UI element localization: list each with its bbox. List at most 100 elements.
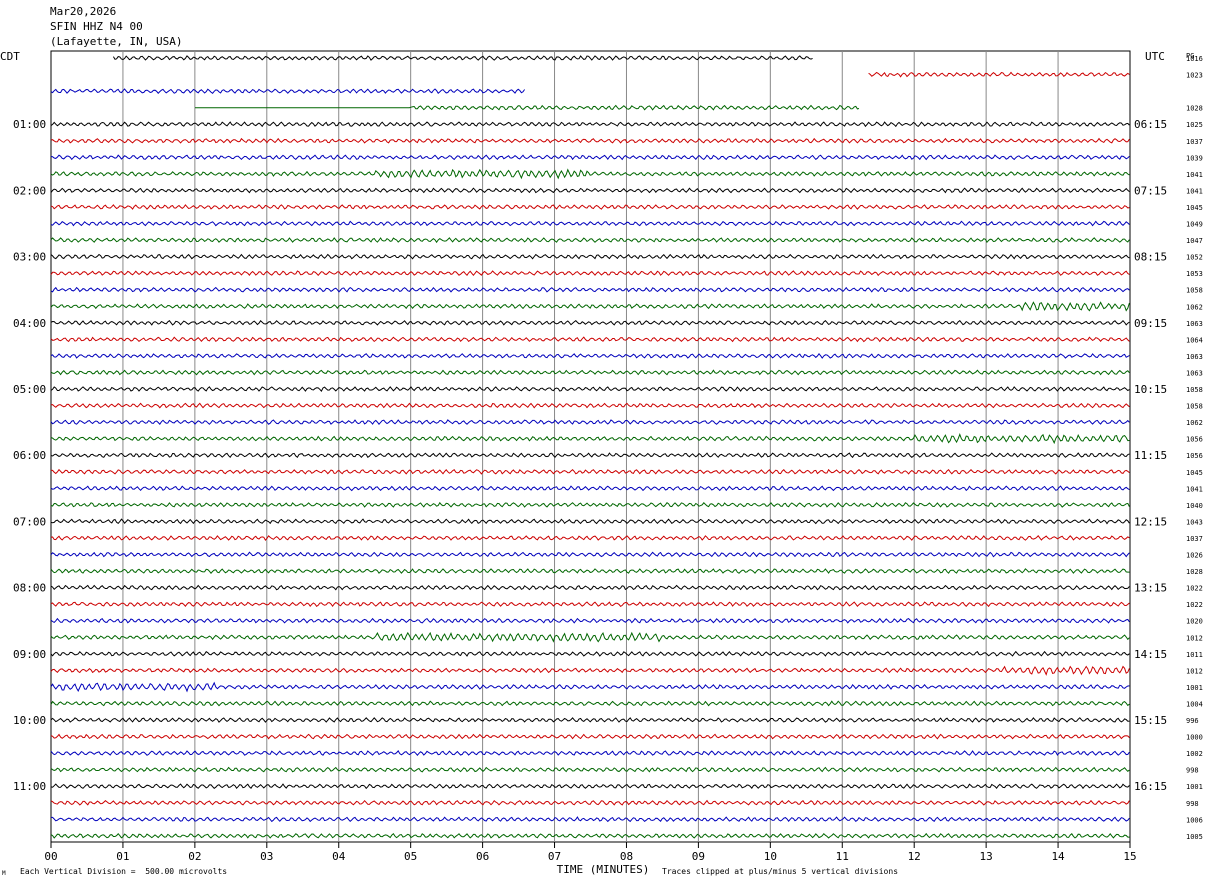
trace-line [50, 631, 1130, 643]
trace-value: 1045 [1186, 469, 1203, 477]
trace-line [50, 518, 1130, 525]
trace-line [51, 816, 1130, 823]
right-hour-label: 07:15 [1134, 184, 1167, 197]
trace-value: 1053 [1186, 270, 1203, 278]
trace-line [50, 270, 1130, 277]
trace-value: 1041 [1186, 171, 1203, 179]
trace-value: 1063 [1186, 369, 1203, 377]
right-hour-label: 16:15 [1134, 780, 1167, 793]
trace-line [50, 750, 1130, 756]
trace-line [50, 286, 1130, 293]
trace-line [50, 168, 1130, 180]
trace-value: 996 [1186, 717, 1199, 725]
header-date: Mar20,2026 [50, 5, 117, 18]
trace-line [50, 154, 1130, 161]
right-hour-label: 10:15 [1134, 383, 1167, 396]
trace-value: 1037 [1186, 138, 1203, 146]
header-station: SFIN HHZ N4 00 [50, 20, 143, 33]
x-tick-label: 04 [332, 850, 346, 863]
trace-line [50, 336, 1130, 343]
trace-line [195, 104, 860, 111]
clip-note: Traces clipped at plus/minus 5 vertical … [662, 867, 899, 876]
left-hour-label: 10:00 [13, 714, 46, 727]
trace-line [50, 402, 1130, 409]
trace-value: 1043 [1186, 518, 1203, 526]
trace-line [50, 766, 1130, 773]
trace-value: 1004 [1186, 700, 1203, 708]
trace-line [50, 535, 1130, 541]
right-hour-label: 08:15 [1134, 251, 1167, 264]
trace-line [50, 733, 1130, 740]
x-tick-label: 07 [548, 850, 561, 863]
trace-line [50, 700, 1130, 707]
trace-line [50, 137, 1130, 144]
trace-value: 1063 [1186, 320, 1203, 328]
left-hour-label: 02:00 [13, 184, 46, 197]
trace-value: 1062 [1186, 303, 1203, 311]
trace-value: 1037 [1186, 535, 1203, 543]
x-tick-label: 15 [1123, 850, 1136, 863]
trace-value: 1000 [1186, 734, 1203, 742]
x-tick-label: 02 [188, 850, 201, 863]
trace-line [50, 601, 1130, 608]
trace-value: 1028 [1186, 568, 1203, 576]
right-hour-label: 13:15 [1134, 582, 1167, 595]
trace-line [50, 386, 1130, 392]
left-hour-label: 11:00 [13, 780, 46, 793]
trace-line [50, 187, 1130, 194]
trace-line [50, 468, 1130, 475]
x-tick-label: 09 [692, 850, 705, 863]
trace-line [50, 717, 1130, 723]
trace-value: 1016 [1186, 55, 1203, 63]
trace-line [50, 237, 1130, 244]
left-timezone-label: CDT [0, 50, 20, 63]
trace-value: 1022 [1186, 601, 1203, 609]
trace-line [50, 432, 1130, 445]
right-hour-label: 11:15 [1134, 449, 1167, 462]
trace-line [50, 204, 1130, 210]
trace-line [50, 832, 1130, 839]
scale-note: Each Vertical Division = 500.00 microvol… [20, 867, 228, 876]
trace-line [50, 665, 1130, 676]
trace-line [50, 253, 1130, 260]
x-tick-label: 12 [908, 850, 921, 863]
trace-value: 1045 [1186, 204, 1203, 212]
trace-value: 1063 [1186, 353, 1203, 361]
trace-value: 1005 [1186, 833, 1203, 841]
x-tick-label: 08 [620, 850, 633, 863]
trace-value: 1020 [1186, 618, 1203, 626]
trace-value: 1056 [1186, 452, 1203, 460]
x-axis-title: TIME (MINUTES) [557, 863, 650, 876]
right-hour-label: 06:15 [1134, 118, 1167, 131]
trace-line [50, 352, 1130, 359]
trace-value: 1056 [1186, 436, 1203, 444]
trace-value: 1039 [1186, 154, 1203, 162]
left-hour-label: 04:00 [13, 317, 46, 330]
trace-value: 1025 [1186, 121, 1203, 129]
x-tick-label: 01 [116, 850, 129, 863]
trace-line [50, 121, 1130, 128]
right-hour-label: 12:15 [1134, 515, 1167, 528]
trace-line [868, 71, 1130, 78]
x-tick-label: 00 [44, 850, 57, 863]
x-tick-label: 05 [404, 850, 417, 863]
trace-value: 1047 [1186, 237, 1203, 245]
trace-value: 1064 [1186, 336, 1203, 344]
header-location: (Lafayette, IN, USA) [50, 35, 183, 48]
left-hour-label: 07:00 [13, 515, 46, 528]
trace-value: 1041 [1186, 187, 1203, 195]
trace-value: 1001 [1186, 783, 1203, 791]
trace-line [50, 584, 1130, 591]
trace-value: 1012 [1186, 634, 1203, 642]
trace-line [50, 551, 1130, 558]
trace-line [50, 319, 1130, 326]
left-hour-label: 09:00 [13, 648, 46, 661]
trace-value: 1012 [1186, 667, 1203, 675]
trace-value: 1041 [1186, 485, 1203, 493]
trace-value: 1049 [1186, 221, 1203, 229]
left-hour-label: 01:00 [13, 118, 46, 131]
x-tick-label: 13 [980, 850, 993, 863]
plot-frame [50, 50, 1131, 843]
trace-value: 1002 [1186, 750, 1203, 758]
